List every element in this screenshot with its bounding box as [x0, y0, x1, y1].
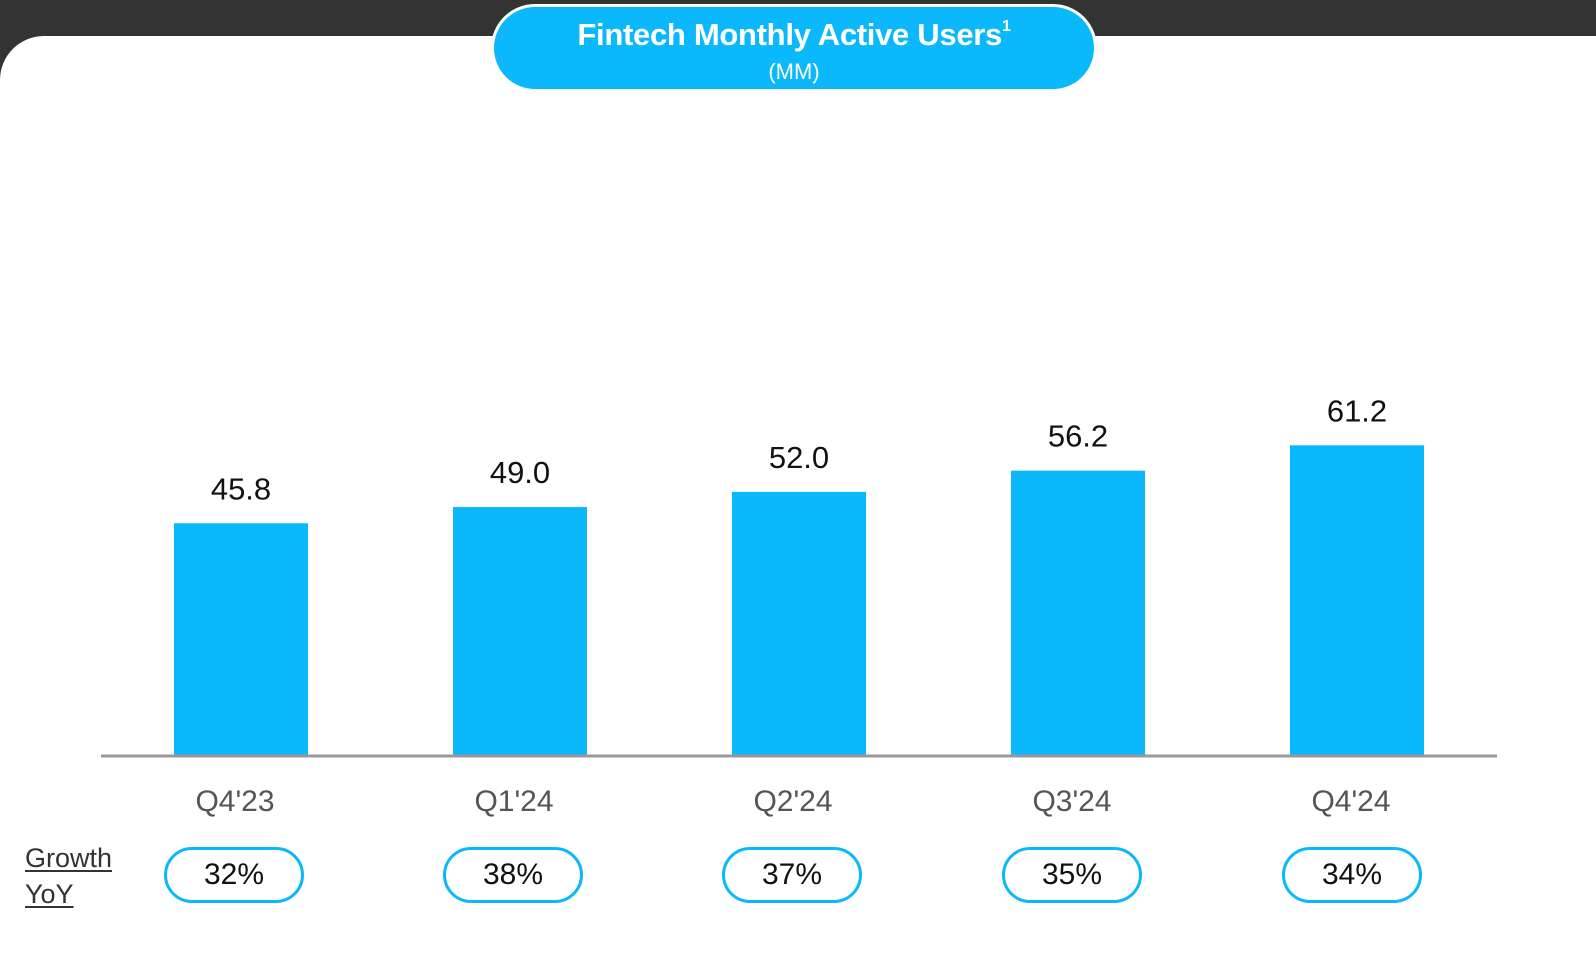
chart-subtitle: (MM)	[768, 59, 820, 84]
x-tick-label-3: Q3'24	[1032, 785, 1111, 818]
growth-pill-q1-24: 38%	[443, 847, 583, 903]
x-tick-label-0: Q4'23	[195, 785, 274, 818]
growth-pill-q3-24: 35%	[1002, 847, 1142, 903]
growth-pill-q2-24: 37%	[722, 847, 862, 903]
x-tick-label-1: Q1'24	[474, 785, 553, 818]
x-tick-label-4: Q4'24	[1311, 785, 1390, 818]
bar-3	[1011, 470, 1145, 755]
x-tick-label-2: Q2'24	[753, 785, 832, 818]
data-label-2: 52.0	[769, 440, 829, 475]
data-label-0: 45.8	[211, 471, 271, 506]
footnote-marker: 1	[1001, 17, 1011, 35]
bar-2	[732, 491, 866, 755]
bar-4	[1290, 445, 1424, 755]
data-label-3: 56.2	[1048, 419, 1108, 454]
chart-title-text: Fintech Monthly Active Users	[577, 17, 1002, 52]
growth-label-line2: YoY	[25, 879, 74, 909]
growth-label-line1: Growth	[25, 843, 113, 873]
bar-0	[174, 523, 308, 755]
growth-yoy-label: Growth YoY	[25, 840, 112, 912]
chart-title-banner: Fintech Monthly Active Users1 (MM)	[491, 4, 1097, 92]
chart-title: Fintech Monthly Active Users1	[494, 17, 1094, 53]
data-label-1: 49.0	[490, 455, 550, 490]
bar-1	[453, 507, 587, 755]
data-label-4: 61.2	[1327, 393, 1387, 428]
growth-pill-q4-23: 32%	[164, 847, 304, 903]
growth-pill-q4-24: 34%	[1282, 847, 1422, 903]
